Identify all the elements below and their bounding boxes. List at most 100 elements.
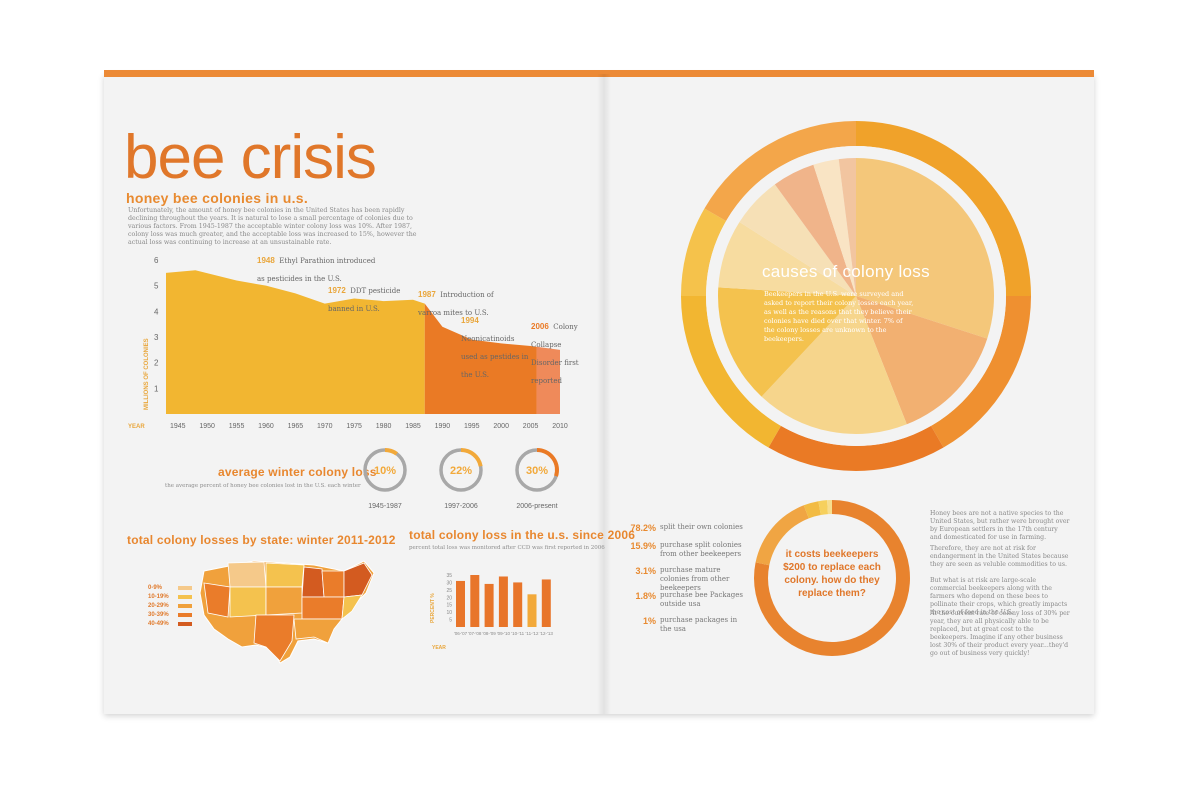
annotation-1994: 1994 Neonicatinoids used as pestides in … <box>461 310 531 382</box>
intro-paragraph: Unfortunately, the amount of honey bee c… <box>128 207 417 246</box>
pie-slice-5 <box>739 184 856 296</box>
pie-slice-3 <box>718 287 856 397</box>
map-region <box>229 586 267 618</box>
gauge-value: 22% <box>450 465 472 477</box>
ring-segment-1 <box>931 296 1031 448</box>
map-legend-swatch <box>178 595 192 599</box>
y-tick-label: 6 <box>154 256 159 265</box>
map-region <box>343 562 373 598</box>
replacement-stat-value: 1% <box>642 616 656 626</box>
section-subtitle: honey bee colonies in u.s. <box>126 190 309 206</box>
bar-y-tick: 20 <box>446 595 452 601</box>
x-tick-label: 1985 <box>405 423 421 430</box>
y-axis-label: MILLIONS OF COLONIES <box>144 338 150 410</box>
x-tick-label: 1980 <box>376 423 392 430</box>
donut-slice-2 <box>803 501 821 519</box>
bar-5 <box>527 594 537 627</box>
replacement-question: it costs beekeepers $200 to replace each… <box>783 549 881 599</box>
bar-6 <box>541 579 551 627</box>
annotation-year: 1987 <box>418 290 436 299</box>
donut-slice-3 <box>818 500 828 515</box>
ring-segment-2 <box>768 425 944 472</box>
map-region <box>301 566 325 598</box>
x-tick-label: 2000 <box>493 423 509 430</box>
ring-segment-3 <box>681 296 781 448</box>
gauge-period: 2006-present <box>516 503 557 510</box>
x-tick-label: 1960 <box>258 423 274 430</box>
replacement-stat-label: purchase packages in the usa <box>660 616 738 633</box>
map-legend-label: 30-39% <box>148 612 169 618</box>
gauge-fill <box>536 448 559 477</box>
map-legend-swatch <box>178 586 192 590</box>
y-tick-label: 3 <box>154 333 159 342</box>
donut-slice-4 <box>827 500 832 515</box>
causes-text: Beekeepers in the U.S. were surveyed and… <box>764 290 914 343</box>
replacement-donut <box>754 500 910 656</box>
bar-category-label: '06-'07 <box>454 631 468 636</box>
x-tick-label: 1970 <box>317 423 333 430</box>
replacement-stat-value: 78.2% <box>630 523 656 533</box>
us-map <box>199 560 375 664</box>
map-legend-swatch <box>178 622 192 626</box>
x-tick-label: 1995 <box>464 423 480 430</box>
gauge-period: 1945-1987 <box>368 503 402 510</box>
bar-category-label: '07-'08 <box>468 631 482 636</box>
map-region <box>203 582 231 618</box>
bar-y-tick: 30 <box>446 580 452 586</box>
bar-y-tick: 35 <box>446 573 452 579</box>
replacement-stat-label: split their own colonies <box>660 523 743 531</box>
pie-slice-1 <box>856 296 988 425</box>
annotation-1972: 1972 DDT pesticide banned in U.S. <box>328 280 408 316</box>
pie-slice-2 <box>761 296 907 434</box>
gauge-value: 30% <box>526 465 548 477</box>
donut-slice-1 <box>755 505 809 566</box>
replacement-stat-label: purchase split colonies from other beeke… <box>660 541 742 558</box>
map-legend-swatch <box>178 613 192 617</box>
bar-4 <box>513 582 523 627</box>
pie-slice-8 <box>838 158 856 296</box>
x-tick-label: 1990 <box>435 423 451 430</box>
x-tick-label: 1950 <box>199 423 215 430</box>
replacement-stat-label: purchase mature colonies from other beek… <box>660 566 730 592</box>
map-region <box>301 596 345 620</box>
bar-y-label: PERCENT % <box>430 593 436 623</box>
x-tick-label: 2010 <box>552 423 568 430</box>
bar-category-label: '09-'10 <box>497 631 511 636</box>
annotation-1987: 1987 Introduction of varroa mites to U.S… <box>418 284 508 320</box>
right-paragraph-1: Honey bees are not a native species to t… <box>930 510 1070 541</box>
map-region <box>321 570 345 598</box>
map-legend-label: 40-49% <box>148 621 169 627</box>
annotation-text: Introduction of varroa mites to U.S. <box>418 291 494 317</box>
map-region <box>253 614 295 662</box>
map-legend-label: 10-19% <box>148 594 169 600</box>
ring-segment-0 <box>856 121 1031 296</box>
map-region <box>341 594 363 620</box>
map-legend-swatch <box>178 604 192 608</box>
bar-3 <box>498 576 508 627</box>
gauge-period: 1997-2006 <box>444 503 478 510</box>
x-tick-label: 1965 <box>288 423 304 430</box>
annotation-text: Ethyl Parathion introduced as pesticides… <box>257 257 376 283</box>
y-tick-label: 4 <box>154 307 159 316</box>
bar-chart-note: percent total loss was monitored after C… <box>409 545 605 551</box>
annotation-year: 2006 <box>531 322 549 331</box>
top-accent-band <box>104 70 1094 77</box>
pie-slice-7 <box>813 159 856 296</box>
map-legend-label: 0-9% <box>148 585 163 591</box>
replacement-stat-value: 3.1% <box>635 566 656 576</box>
map-region <box>265 562 305 588</box>
area-segment-2 <box>536 346 560 414</box>
page-title: bee crisis <box>124 123 377 192</box>
right-paragraph-4: At the current rate of colony loss of 30… <box>930 610 1070 657</box>
map-legend: 0-9% 10-19% 20-29% 30-39% 40-49% <box>148 585 208 645</box>
annotation-2006: 2006 Colony Collapse Disorder first repo… <box>531 316 591 388</box>
annotation-year: 1972 <box>328 286 346 295</box>
bar-category-label: '11-'12 <box>526 631 539 636</box>
annotation-text: Colony Collapse Disorder first reported <box>531 323 579 385</box>
x-tick-label: 1975 <box>346 423 362 430</box>
area-segment-0 <box>166 270 425 414</box>
bar-y-tick: 25 <box>446 588 452 594</box>
ring-segment-5 <box>704 120 856 221</box>
bar-y-tick: 5 <box>449 618 452 624</box>
